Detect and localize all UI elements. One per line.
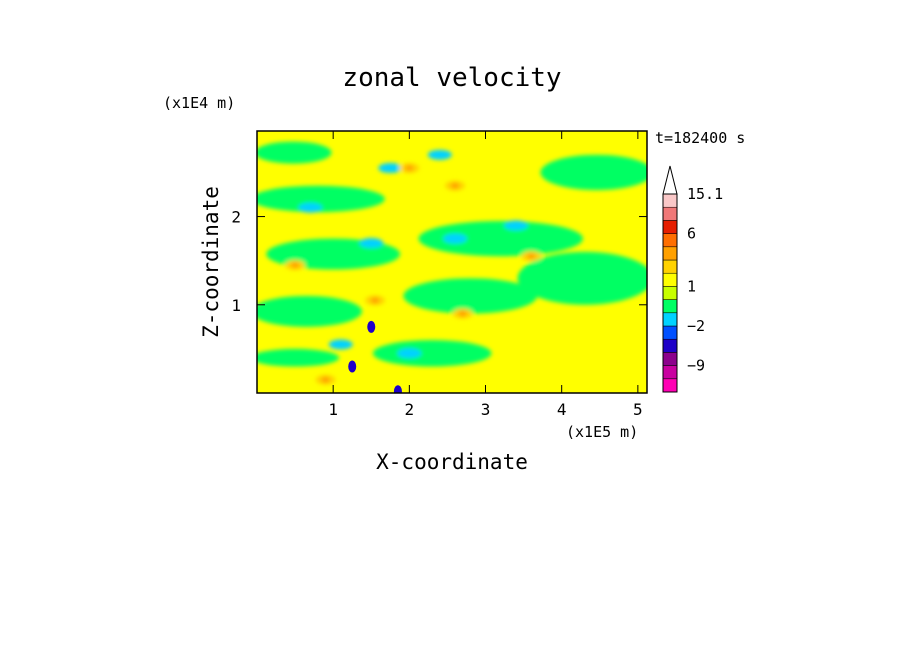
heatmap-spot-orange-core xyxy=(527,253,536,260)
colorbar-segment xyxy=(662,365,678,380)
heatmap-spot-cyan xyxy=(427,149,452,160)
heatmap-spot-orange-core xyxy=(321,376,330,383)
colorbar-label: 15.1 xyxy=(687,185,723,203)
colorbar-label: −2 xyxy=(687,317,705,335)
heatmap-spot-cyan xyxy=(503,220,528,231)
time-label: t=182400 s xyxy=(655,129,745,147)
y-tick-label: 1 xyxy=(231,296,241,315)
heatmap-bands xyxy=(257,141,647,385)
colorbar-segment xyxy=(662,312,678,327)
colorbar-segment xyxy=(662,193,678,208)
x-tick-label: 2 xyxy=(405,400,415,419)
heatmap-spot-orange-core xyxy=(291,262,300,269)
colorbar-segment xyxy=(662,299,678,314)
heatmap-band xyxy=(403,278,538,314)
colorbar-segment xyxy=(662,272,678,287)
heatmap-band xyxy=(257,295,363,327)
chart-title: zonal velocity xyxy=(342,63,561,93)
colorbar-label: 1 xyxy=(687,277,696,295)
heatmap-band xyxy=(257,185,385,213)
colorbar-segment xyxy=(662,286,678,300)
heatmap-spot-orange-core xyxy=(371,297,380,304)
x-axis-label: X-coordinate xyxy=(376,450,528,474)
colorbar-segment xyxy=(662,233,678,248)
colorbar-frame xyxy=(662,193,678,393)
colorbar xyxy=(662,165,678,393)
y-axis: 12 xyxy=(231,208,647,315)
colorbar-segment xyxy=(662,206,678,221)
colorbar-segment xyxy=(662,352,678,366)
heatmap-band xyxy=(540,154,647,191)
x-tick-label: 3 xyxy=(481,400,491,419)
heatmap-band xyxy=(418,220,583,257)
colorbar-segment xyxy=(662,338,678,353)
colorbar-arrow xyxy=(662,165,678,195)
colorbar-segment xyxy=(662,220,678,234)
heatmap-band xyxy=(257,348,340,367)
heatmap-spot-cyan xyxy=(359,238,384,249)
heatmap-spot-blue xyxy=(348,360,357,373)
x-tick-label: 5 xyxy=(633,400,643,419)
heatmap-spot-cyan xyxy=(443,233,468,244)
x-tick-label: 4 xyxy=(557,400,567,419)
plot-frame xyxy=(256,130,648,394)
colorbar-segment xyxy=(662,259,678,274)
heatmap-band xyxy=(517,251,647,305)
heatmap-spot-cyan xyxy=(397,348,422,359)
colorbar-segment xyxy=(662,378,678,393)
colorbar-segment xyxy=(662,246,678,261)
heatmap-spot-cyan xyxy=(378,163,403,174)
y-tick-label: 2 xyxy=(231,208,241,227)
colorbar-labels: 15.1 6 1 −2 −9 xyxy=(687,185,723,375)
heatmap-spot-blue xyxy=(393,385,402,393)
colorbar-label: 6 xyxy=(687,225,696,243)
colorbar-label: −9 xyxy=(687,357,705,375)
heatmap-spot-blue xyxy=(367,320,376,333)
heatmap-band xyxy=(257,141,332,164)
colorbar-segment xyxy=(662,325,678,340)
x-tick-label: 1 xyxy=(328,400,338,419)
heatmap-spot-cyan xyxy=(298,202,323,213)
plot-area xyxy=(257,131,647,393)
x-axis: 1 2 3 4 5 xyxy=(328,131,643,419)
heatmap-spot-orange-core xyxy=(405,165,414,172)
heatmap-band xyxy=(372,340,492,367)
x-axis-unit: (x1E5 m) xyxy=(566,423,638,441)
heatmap-spot-orange-core xyxy=(451,182,460,189)
heatmap-spot-orange-core xyxy=(458,310,467,317)
heatmap-spot-cyan xyxy=(328,339,353,350)
y-axis-label: Z-coordinate xyxy=(199,186,223,338)
y-axis-unit: (x1E4 m) xyxy=(163,94,235,112)
